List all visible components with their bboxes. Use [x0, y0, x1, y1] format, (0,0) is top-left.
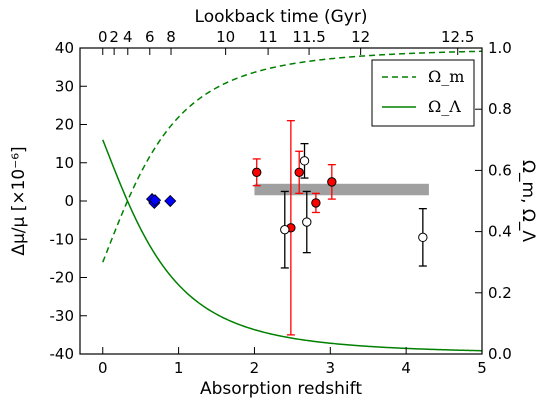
- data-point-diamond: [149, 194, 162, 207]
- y2-axis-title: Ω_m, Ω_Λ: [518, 160, 538, 242]
- legend-omega-m-label: Ω_m: [428, 67, 464, 86]
- curves-layer: [102, 50, 483, 352]
- omega-lambda-curve: [102, 139, 483, 352]
- data-point-circle: [311, 198, 321, 208]
- points-layer: [145, 120, 428, 336]
- legend-omega-lambda-label: Ω_Λ: [428, 97, 461, 116]
- y2-tick-label: 0.6: [488, 161, 512, 179]
- x-axis-title: Absorption redshift: [200, 379, 362, 399]
- top-tick-label: 2: [109, 28, 119, 46]
- y2-tick-label: 0.4: [488, 223, 512, 241]
- band-layer: [254, 183, 429, 196]
- y2-tick-label: 0.0: [488, 345, 512, 363]
- omega-m-curve: [102, 50, 483, 263]
- top-tick-label: 12: [351, 28, 370, 46]
- data-point-circle: [280, 224, 290, 235]
- legend: Ω_m Ω_Λ: [371, 59, 475, 127]
- top-tick-label: 10: [216, 28, 235, 46]
- data-point-circle: [418, 232, 428, 243]
- y-tick-label: -30: [50, 307, 75, 325]
- x-tick-label: 1: [174, 359, 184, 377]
- y2-tick-label: 0.2: [488, 284, 512, 302]
- x-tick-label: 0: [98, 359, 108, 377]
- top-tick-label: 11: [259, 28, 278, 46]
- data-point-diamond: [164, 194, 177, 208]
- x-tick-label: 3: [326, 359, 336, 377]
- top-tick-label: 6: [145, 28, 155, 46]
- y-tick-label: -40: [50, 345, 75, 363]
- data-point-circle: [302, 217, 312, 227]
- x-tick-label: 2: [250, 359, 260, 377]
- y-tick-label: 10: [55, 154, 74, 172]
- x-tick-label: 4: [401, 359, 411, 377]
- legend-box: [371, 59, 475, 127]
- x-tick-label: 5: [477, 359, 487, 377]
- top-tick-label: 0: [98, 28, 108, 46]
- top-tick-label: 4: [123, 28, 133, 46]
- top-axis-title: Lookback time (Gyr): [195, 7, 368, 27]
- data-point-circle: [252, 167, 262, 178]
- y-tick-label: -20: [50, 269, 75, 287]
- y2-tick-label: 0.8: [488, 100, 512, 118]
- sensitivity-band: [254, 183, 429, 196]
- top-tick-label: 12.5: [441, 28, 474, 46]
- y-tick-label: -10: [50, 230, 75, 248]
- data-point-circle: [294, 167, 304, 178]
- y-tick-label: 40: [55, 39, 74, 57]
- top-tick-label: 11.5: [292, 28, 325, 46]
- y-tick-label: 20: [55, 116, 74, 134]
- top-tick-label: 8: [166, 28, 176, 46]
- y-tick-label: 0: [64, 192, 74, 210]
- y-tick-label: 30: [55, 77, 74, 95]
- ticks-layer: 0 1 2 3 4 50 2 4 6 8 10 11 11.5 12 12.5-40-30-20-10010…: [50, 28, 512, 377]
- y2-tick-label: 1.0: [488, 39, 512, 57]
- data-point-circle: [299, 156, 310, 166]
- y-axis-title: Δμ/μ [×10⁻⁶]: [9, 146, 29, 255]
- data-point-circle: [327, 177, 337, 187]
